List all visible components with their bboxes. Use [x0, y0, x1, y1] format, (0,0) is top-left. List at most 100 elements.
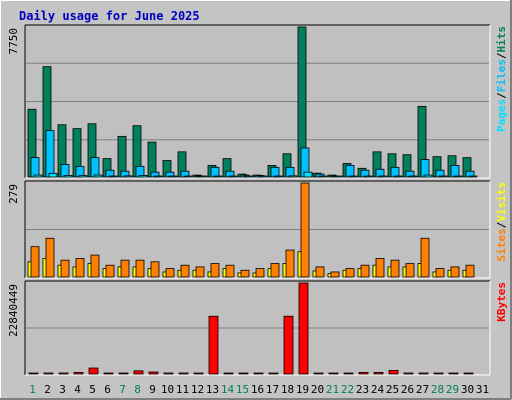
day-label-3: 3	[59, 383, 66, 396]
day-label-7: 7	[119, 383, 126, 396]
bar-sites-day-28	[435, 268, 445, 278]
bar-kbytes-day-17	[268, 372, 279, 375]
day-label-4: 4	[74, 383, 81, 396]
bar-pages-day-14	[228, 175, 238, 178]
bar-sites-day-16	[255, 268, 265, 278]
bar-pages-day-27	[423, 174, 433, 178]
bar-files-day-2	[45, 130, 55, 178]
bar-sites-day-18	[285, 249, 295, 278]
bar-sites-day-7	[120, 259, 130, 278]
day-label-6: 6	[104, 383, 111, 396]
bar-pages-day-6	[108, 175, 118, 178]
bar-kbytes-day-10	[163, 372, 174, 375]
bar-kbytes-day-6	[103, 372, 114, 375]
legend-sites: Sites	[495, 228, 508, 261]
legend-hits: Hits	[495, 26, 508, 53]
bar-sites-day-27	[420, 237, 430, 278]
bar-kbytes-day-23	[358, 372, 369, 375]
bar-kbytes-day-21	[328, 372, 339, 375]
bar-kbytes-day-8	[133, 370, 144, 375]
bar-sites-day-22	[345, 268, 355, 278]
bar-kbytes-day-24	[373, 372, 384, 375]
bar-sites-day-6	[105, 264, 115, 278]
bar-pages-day-12	[198, 175, 208, 178]
bar-files-day-5	[90, 157, 100, 178]
bar-sites-day-11	[180, 264, 190, 278]
bar-pages-day-19	[303, 171, 313, 178]
bar-pages-day-8	[138, 175, 148, 178]
bar-kbytes-day-30	[463, 372, 474, 375]
bar-kbytes-day-1	[28, 372, 39, 375]
day-label-20: 20	[311, 383, 324, 396]
chart-panels: 7750Pages/Files/Hits279Sites/Visits22840…	[7, 24, 508, 376]
bar-sites-day-13	[210, 263, 220, 278]
day-label-29: 29	[446, 383, 459, 396]
day-label-28: 28	[431, 383, 444, 396]
bar-pages-day-1	[33, 174, 43, 178]
day-label-17: 17	[266, 383, 279, 396]
bar-kbytes-day-29	[448, 372, 459, 375]
day-label-18: 18	[281, 383, 294, 396]
bar-sites-day-19	[300, 182, 310, 278]
day-label-30: 30	[461, 383, 474, 396]
panel-3: 22840449 KBytes	[7, 280, 508, 376]
bar-kbytes-day-9	[148, 371, 159, 375]
bar-kbytes-day-13	[208, 315, 219, 375]
bar-sites-day-5	[90, 254, 100, 278]
bar-sites-day-23	[360, 264, 370, 278]
legend: Pages/Files/Hits	[495, 26, 508, 132]
bar-pages-day-20	[318, 175, 328, 178]
bar-sites-day-25	[390, 259, 400, 278]
legend-separator: /	[495, 221, 508, 228]
bar-pages-day-16	[258, 175, 268, 178]
bar-files-day-22	[345, 164, 355, 178]
day-label-8: 8	[134, 383, 141, 396]
bar-pages-day-4	[78, 175, 88, 178]
legend: KBytes	[495, 282, 508, 322]
bar-sites-day-9	[150, 261, 160, 278]
day-label-21: 21	[326, 383, 339, 396]
day-label-23: 23	[356, 383, 369, 396]
panel-2: 279 Sites/Visits	[7, 180, 508, 279]
bar-kbytes-day-20	[313, 372, 324, 375]
bar-sites-day-30	[465, 264, 475, 278]
bar-pages-day-21	[333, 175, 343, 178]
day-label-10: 10	[161, 383, 174, 396]
bar-sites-day-20	[315, 266, 325, 278]
bar-files-day-13	[210, 166, 220, 178]
bar-kbytes-day-19	[298, 282, 309, 375]
y-axis-max-label: 279	[7, 184, 20, 204]
day-label-31: 31	[476, 383, 489, 396]
bar-pages-day-15	[243, 175, 253, 178]
bar-kbytes-day-4	[73, 372, 84, 375]
bar-kbytes-day-14	[223, 372, 234, 375]
bar-pages-day-9	[153, 175, 163, 178]
bar-files-day-25	[390, 166, 400, 178]
bar-pages-day-11	[183, 175, 193, 178]
bar-kbytes-day-2	[43, 372, 54, 375]
bar-kbytes-day-7	[118, 372, 129, 375]
legend-kbytes: KBytes	[495, 282, 508, 322]
bar-pages-day-29	[453, 175, 463, 178]
bar-sites-day-3	[60, 259, 70, 278]
day-label-19: 19	[296, 383, 309, 396]
day-label-1: 1	[29, 383, 36, 396]
bar-pages-day-30	[468, 175, 478, 178]
bar-pages-day-5	[93, 174, 103, 178]
bar-kbytes-day-16	[253, 372, 264, 375]
bar-kbytes-day-5	[88, 367, 99, 375]
bar-sites-day-17	[270, 263, 280, 278]
day-label-25: 25	[386, 383, 399, 396]
day-label-16: 16	[251, 383, 264, 396]
bar-pages-day-7	[123, 175, 133, 178]
day-label-15: 15	[236, 383, 249, 396]
bar-pages-day-18	[288, 175, 298, 178]
bar-files-day-17	[270, 166, 280, 178]
bar-files-day-27	[420, 159, 430, 178]
day-label-2: 2	[44, 383, 51, 396]
bar-pages-day-17	[273, 175, 283, 178]
bar-sites-day-10	[165, 268, 175, 278]
bar-kbytes-day-3	[58, 372, 69, 375]
